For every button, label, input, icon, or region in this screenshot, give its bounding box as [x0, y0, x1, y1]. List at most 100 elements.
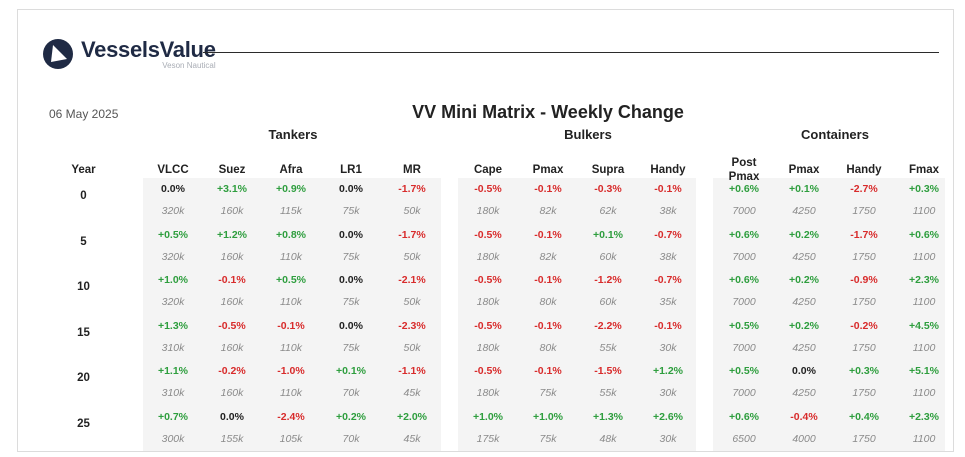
size-cell: 110k	[280, 250, 302, 263]
column-header: Pmax	[532, 163, 564, 176]
size-cell: 7000	[732, 387, 756, 399]
change-cell: -0.1%	[534, 228, 562, 241]
column-header: Handy	[846, 163, 882, 176]
size-cell: 310k	[161, 387, 185, 399]
size-cell: 82k	[539, 250, 557, 263]
size-cell: 105k	[279, 432, 303, 445]
column-header: Suez	[218, 163, 246, 176]
change-cell: +0.2%	[335, 410, 367, 423]
change-cell: +1.2%	[216, 228, 248, 241]
size-cell: 4000	[792, 432, 816, 445]
size-cell: 1100	[912, 387, 936, 399]
size-cell: 160k	[220, 341, 244, 354]
change-cell: +0.5%	[275, 274, 307, 286]
size-cell: 30k	[659, 432, 677, 445]
change-cell: +1.2%	[652, 365, 684, 377]
brand-logo: VesselsValue Veson Nautical	[42, 38, 216, 70]
column-header: LR1	[340, 163, 362, 176]
size-cell: 4250	[792, 205, 816, 217]
change-cell: +0.6%	[728, 228, 760, 241]
column-header: Afra	[279, 163, 303, 176]
group-tankers: Tankers	[268, 127, 318, 142]
change-cell: +0.5%	[728, 319, 760, 332]
header-rule	[203, 52, 939, 53]
change-cell: +0.3%	[848, 365, 880, 377]
year-label: 0	[80, 190, 87, 202]
change-cell: -2.4%	[277, 410, 305, 423]
size-cell: 155k	[220, 432, 244, 445]
vesselsvalue-logo-icon	[43, 39, 73, 69]
change-cell: +2.6%	[652, 410, 684, 423]
size-cell: 70k	[342, 432, 360, 445]
size-cell: 115k	[280, 205, 302, 217]
change-cell: 0.0%	[220, 410, 244, 423]
change-cell: +2.3%	[908, 274, 940, 286]
change-cell: +2.3%	[908, 410, 940, 423]
size-cell: 62k	[599, 205, 617, 217]
change-cell: +0.1%	[592, 228, 624, 241]
change-cell: +1.0%	[472, 410, 504, 423]
change-cell: +0.5%	[157, 228, 189, 241]
size-cell: 180k	[476, 296, 500, 308]
size-cell: 160k	[220, 205, 244, 217]
size-cell: 180k	[476, 250, 500, 263]
change-cell: -2.1%	[398, 274, 426, 286]
change-cell: +0.2%	[788, 228, 820, 241]
change-cell: -2.2%	[594, 319, 622, 332]
change-cell: +5.1%	[908, 365, 940, 377]
size-cell: 175k	[476, 432, 500, 445]
size-cell: 75k	[539, 387, 557, 399]
size-cell: 80k	[539, 341, 557, 354]
change-cell: -1.2%	[594, 274, 622, 286]
change-cell: -0.5%	[474, 228, 502, 241]
year-header: Year	[71, 163, 96, 176]
size-cell: 7000	[732, 341, 756, 354]
size-cell: 110k	[280, 296, 302, 308]
size-cell: 30k	[659, 387, 677, 399]
size-cell: 7000	[732, 296, 756, 308]
size-cell: 55k	[599, 387, 617, 399]
size-cell: 7000	[732, 250, 756, 263]
change-cell: +3.1%	[216, 183, 248, 195]
change-cell: +0.6%	[728, 274, 760, 286]
change-cell: +0.6%	[908, 228, 940, 241]
size-cell: 60k	[599, 296, 617, 308]
change-cell: -0.4%	[790, 410, 818, 423]
size-cell: 1100	[912, 250, 936, 263]
size-cell: 320k	[161, 250, 185, 263]
change-cell: +0.7%	[157, 410, 189, 423]
change-cell: -0.3%	[594, 183, 622, 195]
change-cell: -2.7%	[850, 183, 878, 195]
change-cell: -0.5%	[474, 274, 502, 286]
size-cell: 6500	[732, 432, 756, 445]
size-cell: 80k	[539, 296, 557, 308]
change-cell: -1.0%	[277, 365, 305, 377]
size-cell: 1100	[912, 432, 936, 445]
size-cell: 82k	[539, 205, 557, 217]
size-cell: 55k	[599, 341, 617, 354]
year-label: 20	[77, 372, 90, 384]
size-cell: 45k	[403, 387, 421, 399]
size-cell: 1100	[912, 205, 936, 217]
size-cell: 38k	[659, 250, 677, 263]
size-cell: 1750	[852, 250, 876, 263]
size-cell: 38k	[659, 205, 677, 217]
change-cell: +1.0%	[157, 274, 189, 286]
change-cell: -0.9%	[850, 274, 878, 286]
group-bulkers: Bulkers	[564, 127, 612, 142]
change-cell: -1.7%	[398, 183, 426, 195]
change-cell: -0.7%	[654, 274, 682, 286]
size-cell: 4250	[792, 387, 816, 399]
change-cell: +0.4%	[848, 410, 880, 423]
column-header: Pmax	[788, 163, 820, 176]
containers-panel	[713, 178, 945, 451]
size-cell: 1750	[852, 387, 876, 399]
report-date: 06 May 2025	[49, 107, 119, 121]
size-cell: 310k	[161, 341, 185, 354]
change-cell: +0.6%	[728, 410, 760, 423]
size-cell: 4250	[792, 250, 816, 263]
change-cell: +0.9%	[275, 183, 307, 195]
size-cell: 50k	[403, 250, 421, 263]
change-cell: -0.5%	[474, 365, 502, 377]
change-cell: 0.0%	[161, 183, 185, 195]
